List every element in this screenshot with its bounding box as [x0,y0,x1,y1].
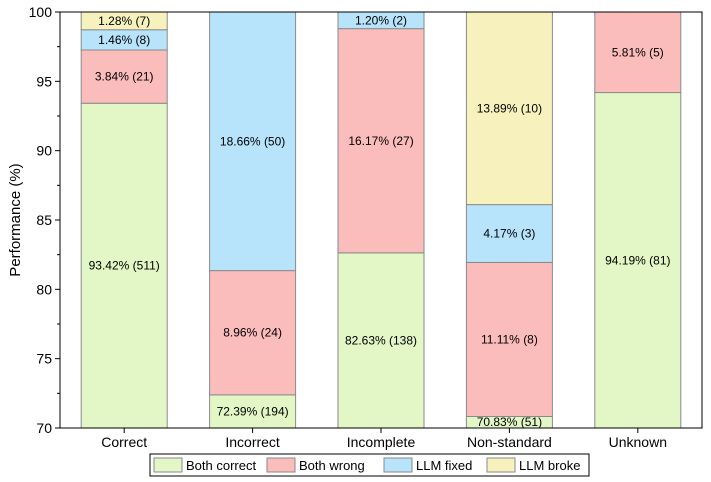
legend-label-both-correct: Both correct [186,458,256,473]
segment-label: 18.66% (50) [220,134,285,148]
segment-label: 16.17% (27) [348,134,413,148]
segment-label: 13.89% (10) [477,101,542,115]
bar-segment-both-correct-incorrect [209,394,297,429]
segment-label: 5.81% (5) [612,45,664,59]
legend-label-llm-broke: LLM broke [519,458,580,473]
bars-group [80,11,682,429]
bar-segment-llm-broke-non-standard [465,11,553,206]
bar-segment-both-correct-unknown [594,92,682,429]
segment-labels-group: 93.42% (511) 3.84% (21) 1.46% (8) 1.28% (7)… [89,13,671,429]
bar-segment-both-wrong-correct [80,49,168,104]
x-tick-label: Incorrect [225,434,280,450]
y-tick-label: 85 [36,212,52,228]
axes-group: 70 75 80 85 90 95 100 Correct Incorrect Incomplet… [29,4,703,450]
segment-label: 72.39% (194) [217,404,289,418]
y-axis-title: Performance (%) [7,163,24,276]
y-tick-label: 95 [36,73,52,89]
segment-label: 70.83% (51) [477,415,542,429]
bar-segment-both-correct-incomplete [337,252,425,429]
legend-swatch-llm-fixed [383,457,413,473]
legend: Both correct Both wrong LLM fixed LLM broke [149,453,590,477]
x-tick-label: Non-standard [467,434,552,450]
y-tick-label: 75 [36,351,52,367]
bar-segment-llm-fixed-incorrect [209,11,297,272]
bar-segment-both-correct-correct [80,102,168,429]
bar-segment-llm-fixed-non-standard [465,204,553,263]
x-tick-label: Incomplete [347,434,416,450]
segment-label: 1.20% (2) [355,13,407,27]
segment-label: 8.96% (24) [223,326,282,340]
segment-label: 11.11% (8) [481,332,538,346]
legend-label-llm-fixed: LLM fixed [416,458,472,473]
y-tick-label: 100 [29,4,53,20]
segment-label: 94.19% (81) [605,253,670,267]
segment-label: 4.17% (3) [483,227,535,241]
bar-segment-both-wrong-incomplete [337,28,425,254]
legend-swatch-both-correct [153,457,183,473]
segment-label: 1.28% (7) [98,14,150,28]
segment-label: 3.84% (21) [95,70,154,84]
x-tick-label: Correct [101,434,147,450]
legend-box [149,453,590,477]
legend-swatch-both-wrong [266,457,296,473]
y-tick-label: 90 [36,143,52,159]
segment-label: 93.42% (511) [89,259,160,273]
segment-label: 1.46% (8) [98,33,150,47]
legend-swatch-llm-broke [486,457,516,473]
x-tick-label: Unknown [609,434,667,450]
bar-segment-both-wrong-unknown [594,11,682,94]
segment-label: 82.63% (138) [345,333,417,347]
y-tick-label: 80 [36,281,52,297]
legend-label-both-wrong: Both wrong [299,458,365,473]
y-tick-label: 70 [36,420,52,436]
